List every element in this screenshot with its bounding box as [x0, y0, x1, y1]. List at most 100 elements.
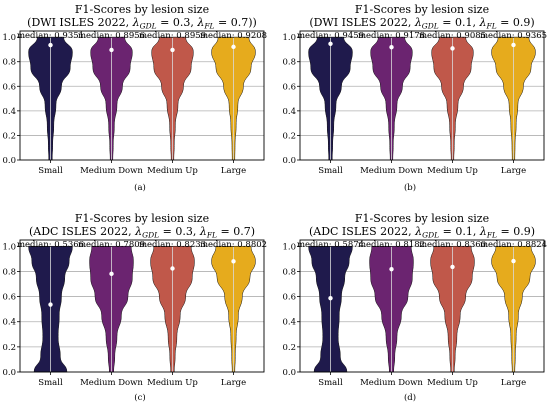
- median-label: median: 0.9365: [480, 31, 547, 41]
- x-tick-label: Small: [38, 378, 63, 388]
- y-tick-label: 0.2: [282, 131, 296, 141]
- x-tick-label: Medium Down: [80, 166, 143, 176]
- title-part-fl-symbol: λ: [479, 16, 487, 29]
- title-part-gdl-sub: GDL: [142, 231, 159, 240]
- chart-panel-b: F1-Scores by lesion size(DWI ISLES 2022,…: [282, 3, 547, 193]
- chart-panel-c: F1-Scores by lesion size(ADC ISLES 2022,…: [2, 212, 267, 403]
- median-marker-medium-up: [170, 266, 175, 271]
- median-marker-small: [48, 302, 53, 307]
- title-part-gdl-val: = 0.1,: [439, 225, 480, 238]
- title-part-gdl-sub: GDL: [422, 22, 439, 31]
- median-marker-medium-down: [109, 271, 114, 277]
- median-label: median: 0.7809: [78, 240, 145, 250]
- title-part-gdl-val: = 0.3,: [157, 16, 198, 29]
- median-label: median: 0.8233: [139, 240, 206, 250]
- median-label: median: 0.5366: [17, 240, 84, 250]
- median-marker-medium-down: [389, 45, 394, 50]
- median-marker-medium-up: [170, 47, 175, 53]
- chart-title: F1-Scores by lesion size: [75, 3, 209, 16]
- y-tick-label: 0.6: [282, 293, 296, 303]
- y-tick-label: 0.0: [282, 368, 296, 378]
- x-tick-label: Medium Down: [80, 378, 143, 388]
- x-tick-label: Large: [221, 378, 246, 388]
- median-label: median: 0.8360: [419, 240, 486, 250]
- median-label: median: 0.9085: [419, 31, 486, 41]
- title-part-fl-sub: FL: [485, 22, 496, 31]
- median-label: median: 0.9351: [17, 31, 84, 41]
- title-part-fl-symbol: λ: [199, 225, 207, 238]
- axes-frame: [299, 239, 545, 373]
- axes-frame: [299, 30, 545, 161]
- title-part-open: (ADC ISLES 2022,: [309, 225, 415, 238]
- title-part-open: (ADC ISLES 2022,: [29, 225, 135, 238]
- median-label: median: 0.8956: [78, 31, 145, 41]
- title-part-gdl-symbol: λ: [132, 16, 140, 29]
- axes-frame: [19, 30, 265, 161]
- median-marker-large: [231, 44, 236, 50]
- chart-title: F1-Scores by lesion size: [355, 3, 489, 16]
- title-part-gdl-sub: GDL: [422, 231, 439, 240]
- chart-subtitle: (DWI ISLES 2022, λGDL = 0.1, λFL = 0.9): [309, 16, 534, 31]
- panel-caption: (b): [404, 182, 416, 193]
- x-tick-label: Small: [318, 378, 343, 388]
- chart-title: F1-Scores by lesion size: [355, 212, 489, 225]
- median-marker-large: [511, 258, 516, 264]
- x-tick-label: Medium Down: [360, 378, 423, 388]
- panel-caption: (c): [134, 392, 145, 403]
- chart-title: F1-Scores by lesion size: [75, 212, 209, 225]
- x-tick-label: Medium Up: [427, 378, 478, 388]
- y-tick-label: 1.0: [2, 33, 16, 43]
- panel-caption: (a): [134, 182, 146, 193]
- y-tick-label: 0.4: [282, 318, 296, 328]
- median-label: median: 0.8959: [139, 31, 206, 41]
- y-tick-label: 1.0: [282, 33, 296, 43]
- axes-frame: [19, 239, 265, 373]
- title-part-gdl-val: = 0.1,: [439, 16, 480, 29]
- y-tick-label: 0.8: [2, 58, 16, 68]
- y-tick-label: 1.0: [282, 242, 296, 252]
- y-tick-label: 0.2: [2, 343, 16, 353]
- y-tick-label: 0.2: [2, 131, 16, 141]
- median-label: median: 0.8182: [358, 240, 425, 250]
- x-tick-label: Medium Up: [147, 378, 198, 388]
- y-tick-label: 0.8: [282, 267, 296, 277]
- x-tick-label: Medium Up: [147, 166, 198, 176]
- median-marker-medium-up: [450, 46, 455, 51]
- title-part-fl-val: = 0.7): [217, 225, 255, 238]
- median-marker-large: [231, 259, 236, 264]
- chart-panel-a: F1-Scores by lesion size(DWI ISLES 2022,…: [2, 3, 267, 193]
- y-tick-label: 0.2: [282, 343, 296, 353]
- title-part-gdl-val: = 0.3,: [159, 225, 200, 238]
- median-label: median: 0.9459: [297, 31, 364, 41]
- median-marker-medium-down: [389, 266, 394, 272]
- median-marker-small: [328, 295, 333, 301]
- chart-subtitle: (ADC ISLES 2022, λGDL = 0.1, λFL = 0.9): [309, 225, 535, 240]
- title-part-gdl-symbol: λ: [134, 225, 142, 238]
- title-part-fl-symbol: λ: [479, 225, 487, 238]
- y-tick-label: 0.0: [2, 156, 16, 166]
- title-part-open: (DWI ISLES 2022,: [309, 16, 415, 29]
- title-part-fl-val: = 0.9): [497, 16, 535, 29]
- title-part-gdl-symbol: λ: [414, 16, 422, 29]
- median-marker-medium-down: [109, 47, 114, 53]
- chart-panel-d: F1-Scores by lesion size(ADC ISLES 2022,…: [282, 212, 547, 403]
- chart-subtitle: (ADC ISLES 2022, λGDL = 0.3, λFL = 0.7): [29, 225, 255, 240]
- y-tick-label: 0.8: [2, 267, 16, 277]
- chart-subtitle: (DWI ISLES 2022, λGDL = 0.3, λFL = 0.7)): [27, 16, 257, 31]
- title-part-fl-sub: FL: [486, 231, 497, 240]
- median-marker-medium-up: [450, 264, 455, 270]
- y-tick-label: 1.0: [2, 242, 16, 252]
- y-tick-label: 0.8: [282, 58, 296, 68]
- y-tick-label: 0.0: [282, 156, 296, 166]
- x-tick-label: Large: [221, 166, 246, 176]
- title-part-fl-sub: FL: [203, 22, 214, 31]
- median-marker-small: [48, 42, 53, 48]
- x-tick-label: Medium Down: [360, 166, 423, 176]
- panel-caption: (d): [404, 392, 416, 403]
- y-tick-label: 0.4: [2, 318, 16, 328]
- title-part-fl-val: = 0.9): [497, 225, 535, 238]
- median-label: median: 0.5874: [297, 240, 364, 250]
- y-tick-label: 0.4: [282, 107, 296, 117]
- x-tick-label: Large: [501, 378, 526, 388]
